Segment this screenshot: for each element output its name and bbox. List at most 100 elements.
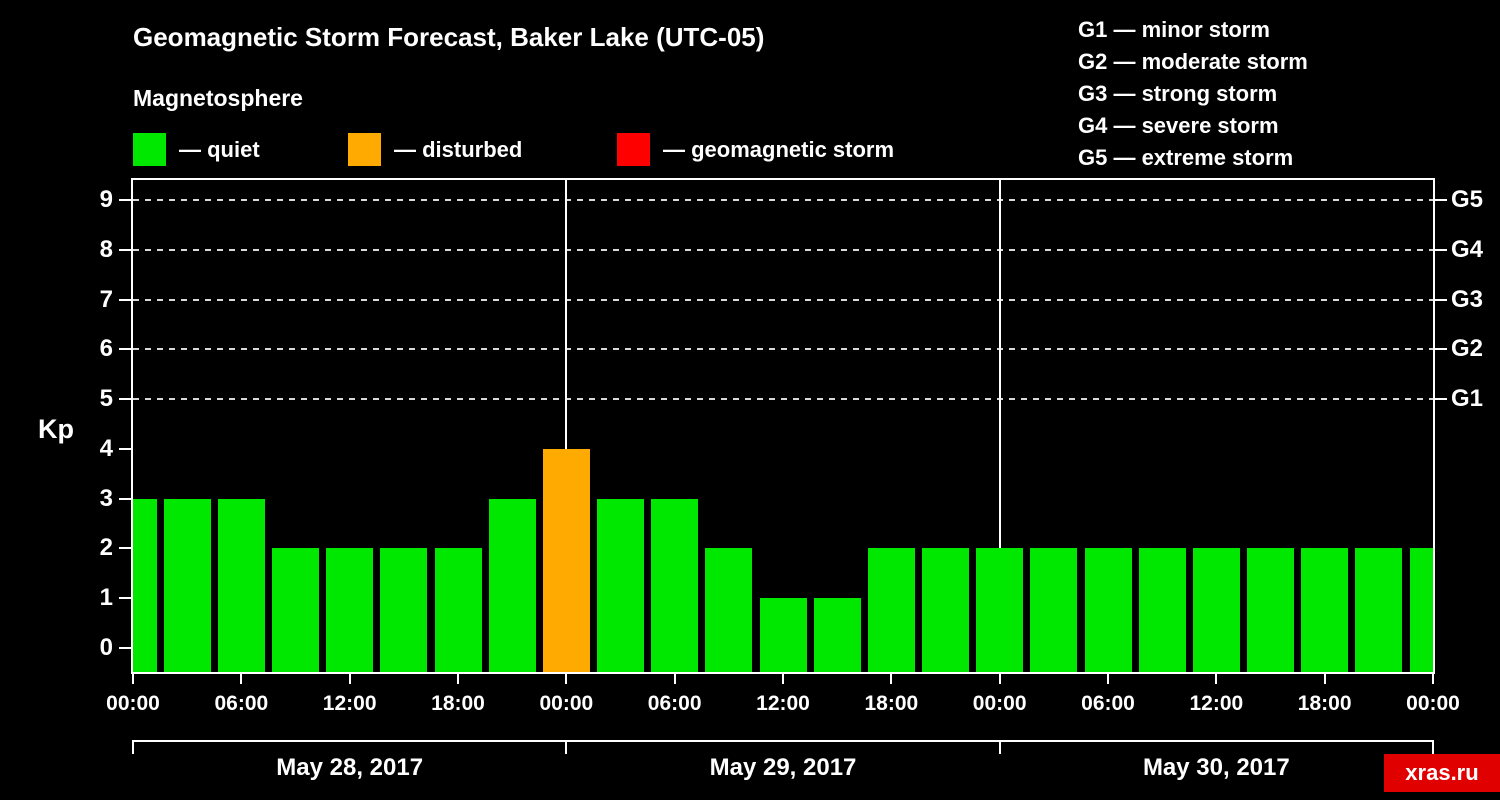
y-axis-tick	[119, 647, 131, 649]
y-tick-label: 6	[99, 335, 113, 363]
x-tick-label: 12:00	[322, 692, 377, 715]
kp-bar	[759, 598, 807, 672]
g-level-gridline	[133, 348, 1433, 351]
storm-scale-item: G3 — strong storm	[1078, 81, 1278, 106]
y-axis-tick	[119, 547, 131, 550]
kp-bar	[163, 498, 211, 672]
storm-scale-item: G2 — moderate storm	[1078, 49, 1308, 74]
y-axis-tick	[119, 398, 131, 401]
y-tick-label: 7	[99, 285, 113, 313]
x-axis-tick	[565, 674, 568, 684]
x-tick-label: 06:00	[1081, 692, 1135, 715]
right-axis-tick	[1435, 248, 1447, 251]
y-axis-tick	[119, 348, 131, 351]
x-tick-label: 18:00	[431, 692, 485, 715]
day-bracket-tick	[1432, 740, 1434, 754]
g-level-gridline	[133, 298, 1433, 301]
g-scale-label: G3	[1451, 285, 1484, 313]
storm-scale-item: G4 — severe storm	[1078, 113, 1279, 138]
x-axis-tick	[1323, 674, 1326, 684]
x-tick-label: 00:00	[972, 692, 1027, 715]
legend-label-disturbed: — disturbed	[394, 137, 523, 162]
kp-bar	[1247, 548, 1294, 672]
legend-swatch-quiet	[133, 133, 166, 166]
kp-bar	[542, 448, 590, 672]
g-scale-label: G2	[1451, 335, 1484, 363]
g-level-gridline	[133, 398, 1433, 401]
x-tick-label: 00:00	[539, 692, 594, 715]
y-tick-label: 1	[99, 584, 113, 612]
day-bracket-tick	[132, 740, 134, 754]
legend-label-storm: — geomagnetic storm	[663, 137, 895, 162]
legend-swatch-storm	[617, 133, 650, 166]
x-axis-tick	[1107, 674, 1109, 684]
kp-bar	[488, 498, 536, 672]
kp-bar	[922, 548, 969, 672]
x-axis-tick	[457, 674, 459, 684]
right-axis-tick	[1435, 298, 1447, 301]
day-label: May 29, 2017	[709, 754, 857, 781]
y-axis-tick	[119, 198, 131, 201]
kp-bar	[133, 498, 157, 672]
kp-bar	[1355, 548, 1403, 672]
g-scale-label: G5	[1451, 185, 1484, 213]
g-level-gridline	[133, 248, 1433, 251]
kp-bar	[976, 548, 1024, 672]
day-gridline	[998, 180, 1001, 672]
kp-bar	[813, 598, 861, 672]
kp-bar	[705, 548, 753, 672]
x-axis-tick	[998, 674, 1001, 684]
y-tick-label: 9	[99, 185, 113, 213]
storm-scale-legend: G1 — minor storm G2 — moderate storm G3 — …	[1078, 14, 1308, 174]
kp-bar	[1409, 548, 1433, 672]
x-axis-tick	[890, 674, 893, 684]
day-bracket-line	[133, 740, 1433, 742]
kp-bar	[217, 498, 265, 672]
kp-bar	[1030, 548, 1078, 672]
g-scale-label: G1	[1451, 385, 1484, 413]
x-tick-label: 12:00	[756, 692, 810, 715]
y-tick-label: 3	[99, 484, 113, 512]
kp-bar	[1192, 548, 1240, 672]
day-gridline	[565, 180, 568, 672]
y-tick-label: 0	[99, 634, 113, 661]
y-axis-tick	[119, 298, 131, 301]
legend-swatch-disturbed	[348, 133, 381, 166]
x-axis-tick	[132, 674, 134, 684]
kp-bar	[1084, 548, 1132, 672]
x-tick-label: 18:00	[1297, 692, 1352, 715]
y-axis-tick	[119, 447, 131, 450]
g-scale-label: G4	[1451, 235, 1484, 263]
x-tick-label: 18:00	[864, 692, 919, 715]
right-axis-tick	[1435, 348, 1447, 351]
right-axis-tick	[1435, 198, 1447, 201]
kp-bar	[867, 548, 915, 672]
page-title: Geomagnetic Storm Forecast, Baker Lake (…	[133, 22, 765, 52]
x-tick-label: 00:00	[106, 692, 160, 715]
x-axis-tick	[240, 674, 243, 684]
x-axis-tick	[782, 674, 784, 684]
y-tick-label: 5	[99, 385, 113, 413]
x-axis-tick	[1215, 674, 1218, 684]
x-tick-label: 06:00	[647, 692, 702, 715]
y-axis-tick	[119, 248, 131, 251]
kp-bar	[272, 548, 319, 672]
day-label: May 28, 2017	[276, 754, 424, 781]
y-tick-label: 8	[99, 235, 113, 263]
kp-bar	[1138, 548, 1186, 672]
kp-bar	[326, 548, 374, 672]
kp-bar	[434, 548, 482, 672]
magnetosphere-label: Magnetosphere	[133, 85, 303, 111]
watermark-xras: xras.ru	[1384, 754, 1500, 792]
x-axis-tick	[1432, 674, 1434, 684]
day-bracket-tick	[998, 740, 1001, 754]
x-tick-label: 00:00	[1406, 692, 1460, 715]
kp-bar	[597, 498, 644, 672]
kp-bar	[380, 548, 428, 672]
x-axis-tick	[673, 674, 676, 684]
y-axis-title: Kp	[38, 414, 74, 444]
x-tick-label: 12:00	[1189, 692, 1244, 715]
right-axis-tick	[1435, 398, 1447, 401]
y-tick-label: 4	[99, 434, 113, 462]
